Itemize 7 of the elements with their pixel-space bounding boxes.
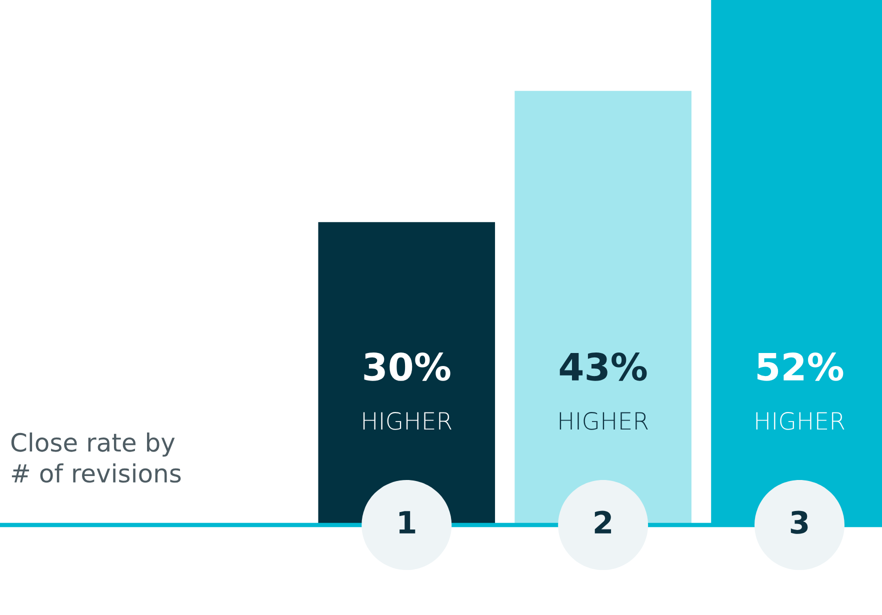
data-label: 52% HIGHER [756, 352, 844, 430]
data-label: 30% HIGHER [363, 352, 452, 430]
x-tick-label: 1 [399, 511, 416, 534]
x-tick-label: 3 [790, 510, 808, 534]
data-label: 43% HIGHER [560, 352, 648, 430]
text: Close rate by # of revisions [11, 432, 181, 483]
x-tick-label: 2 [594, 510, 612, 534]
